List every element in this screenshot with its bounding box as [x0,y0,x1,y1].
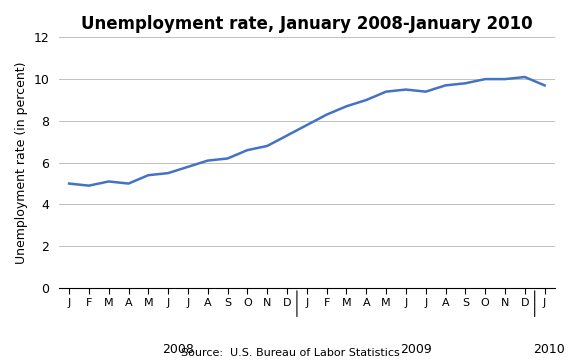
Title: Unemployment rate, January 2008-January 2010: Unemployment rate, January 2008-January … [81,15,532,33]
Text: 2009: 2009 [400,343,432,356]
Y-axis label: Unemployment rate (in percent): Unemployment rate (in percent) [15,62,28,264]
Text: Source:  U.S. Bureau of Labor Statistics: Source: U.S. Bureau of Labor Statistics [180,348,400,359]
Text: 2008: 2008 [162,343,194,356]
Text: 2010: 2010 [532,343,564,356]
